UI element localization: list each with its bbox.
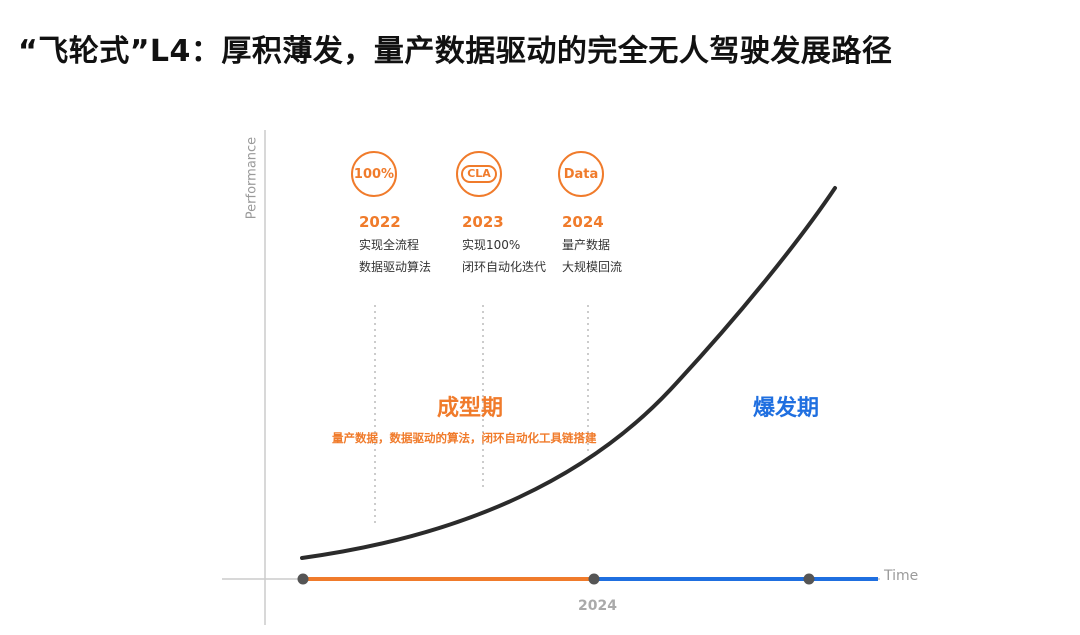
page-title: “飞轮式”L4：厚积薄发，量产数据驱动的完全无人驾驶发展路径 <box>18 34 893 69</box>
badge-text: CLA <box>461 165 497 183</box>
formation-phase-subtitle: 量产数据，数据驱动的算法，闭环自动化工具链搭建 <box>332 431 597 445</box>
badge-text: Data <box>563 166 599 182</box>
x-axis-tick-2024: 2024 <box>578 598 617 614</box>
timeline-marker-end <box>803 573 815 585</box>
explosion-phase-label: 爆发期 <box>753 396 820 421</box>
milestone-desc-line2: 闭环自动化迭代 <box>462 260 547 274</box>
milestone-desc-line1: 实现100% <box>462 238 521 252</box>
milestone-year: 2023 <box>462 213 504 231</box>
timeline-marker-2024 <box>588 573 600 585</box>
badge-text: 100% <box>353 166 395 182</box>
formation-phase-label: 成型期 <box>437 396 504 421</box>
milestone-year: 2022 <box>359 213 401 231</box>
performance-curve <box>300 186 837 560</box>
milestone-desc-line1: 实现全流程 <box>359 238 420 252</box>
milestone-desc-line2: 数据驱动算法 <box>359 260 432 274</box>
x-axis-label: Time <box>884 568 919 584</box>
y-axis-label: Performance <box>244 136 260 220</box>
data-badge-icon: Data <box>558 151 604 197</box>
timeline-marker-start <box>297 573 309 585</box>
cla-cycle-icon: CLA <box>456 151 502 197</box>
milestone-desc-line2: 大规模回流 <box>562 260 623 274</box>
percent-badge-icon: 100% <box>351 151 397 197</box>
milestone-desc-line1: 量产数据 <box>562 238 611 252</box>
milestone-year: 2024 <box>562 213 604 231</box>
